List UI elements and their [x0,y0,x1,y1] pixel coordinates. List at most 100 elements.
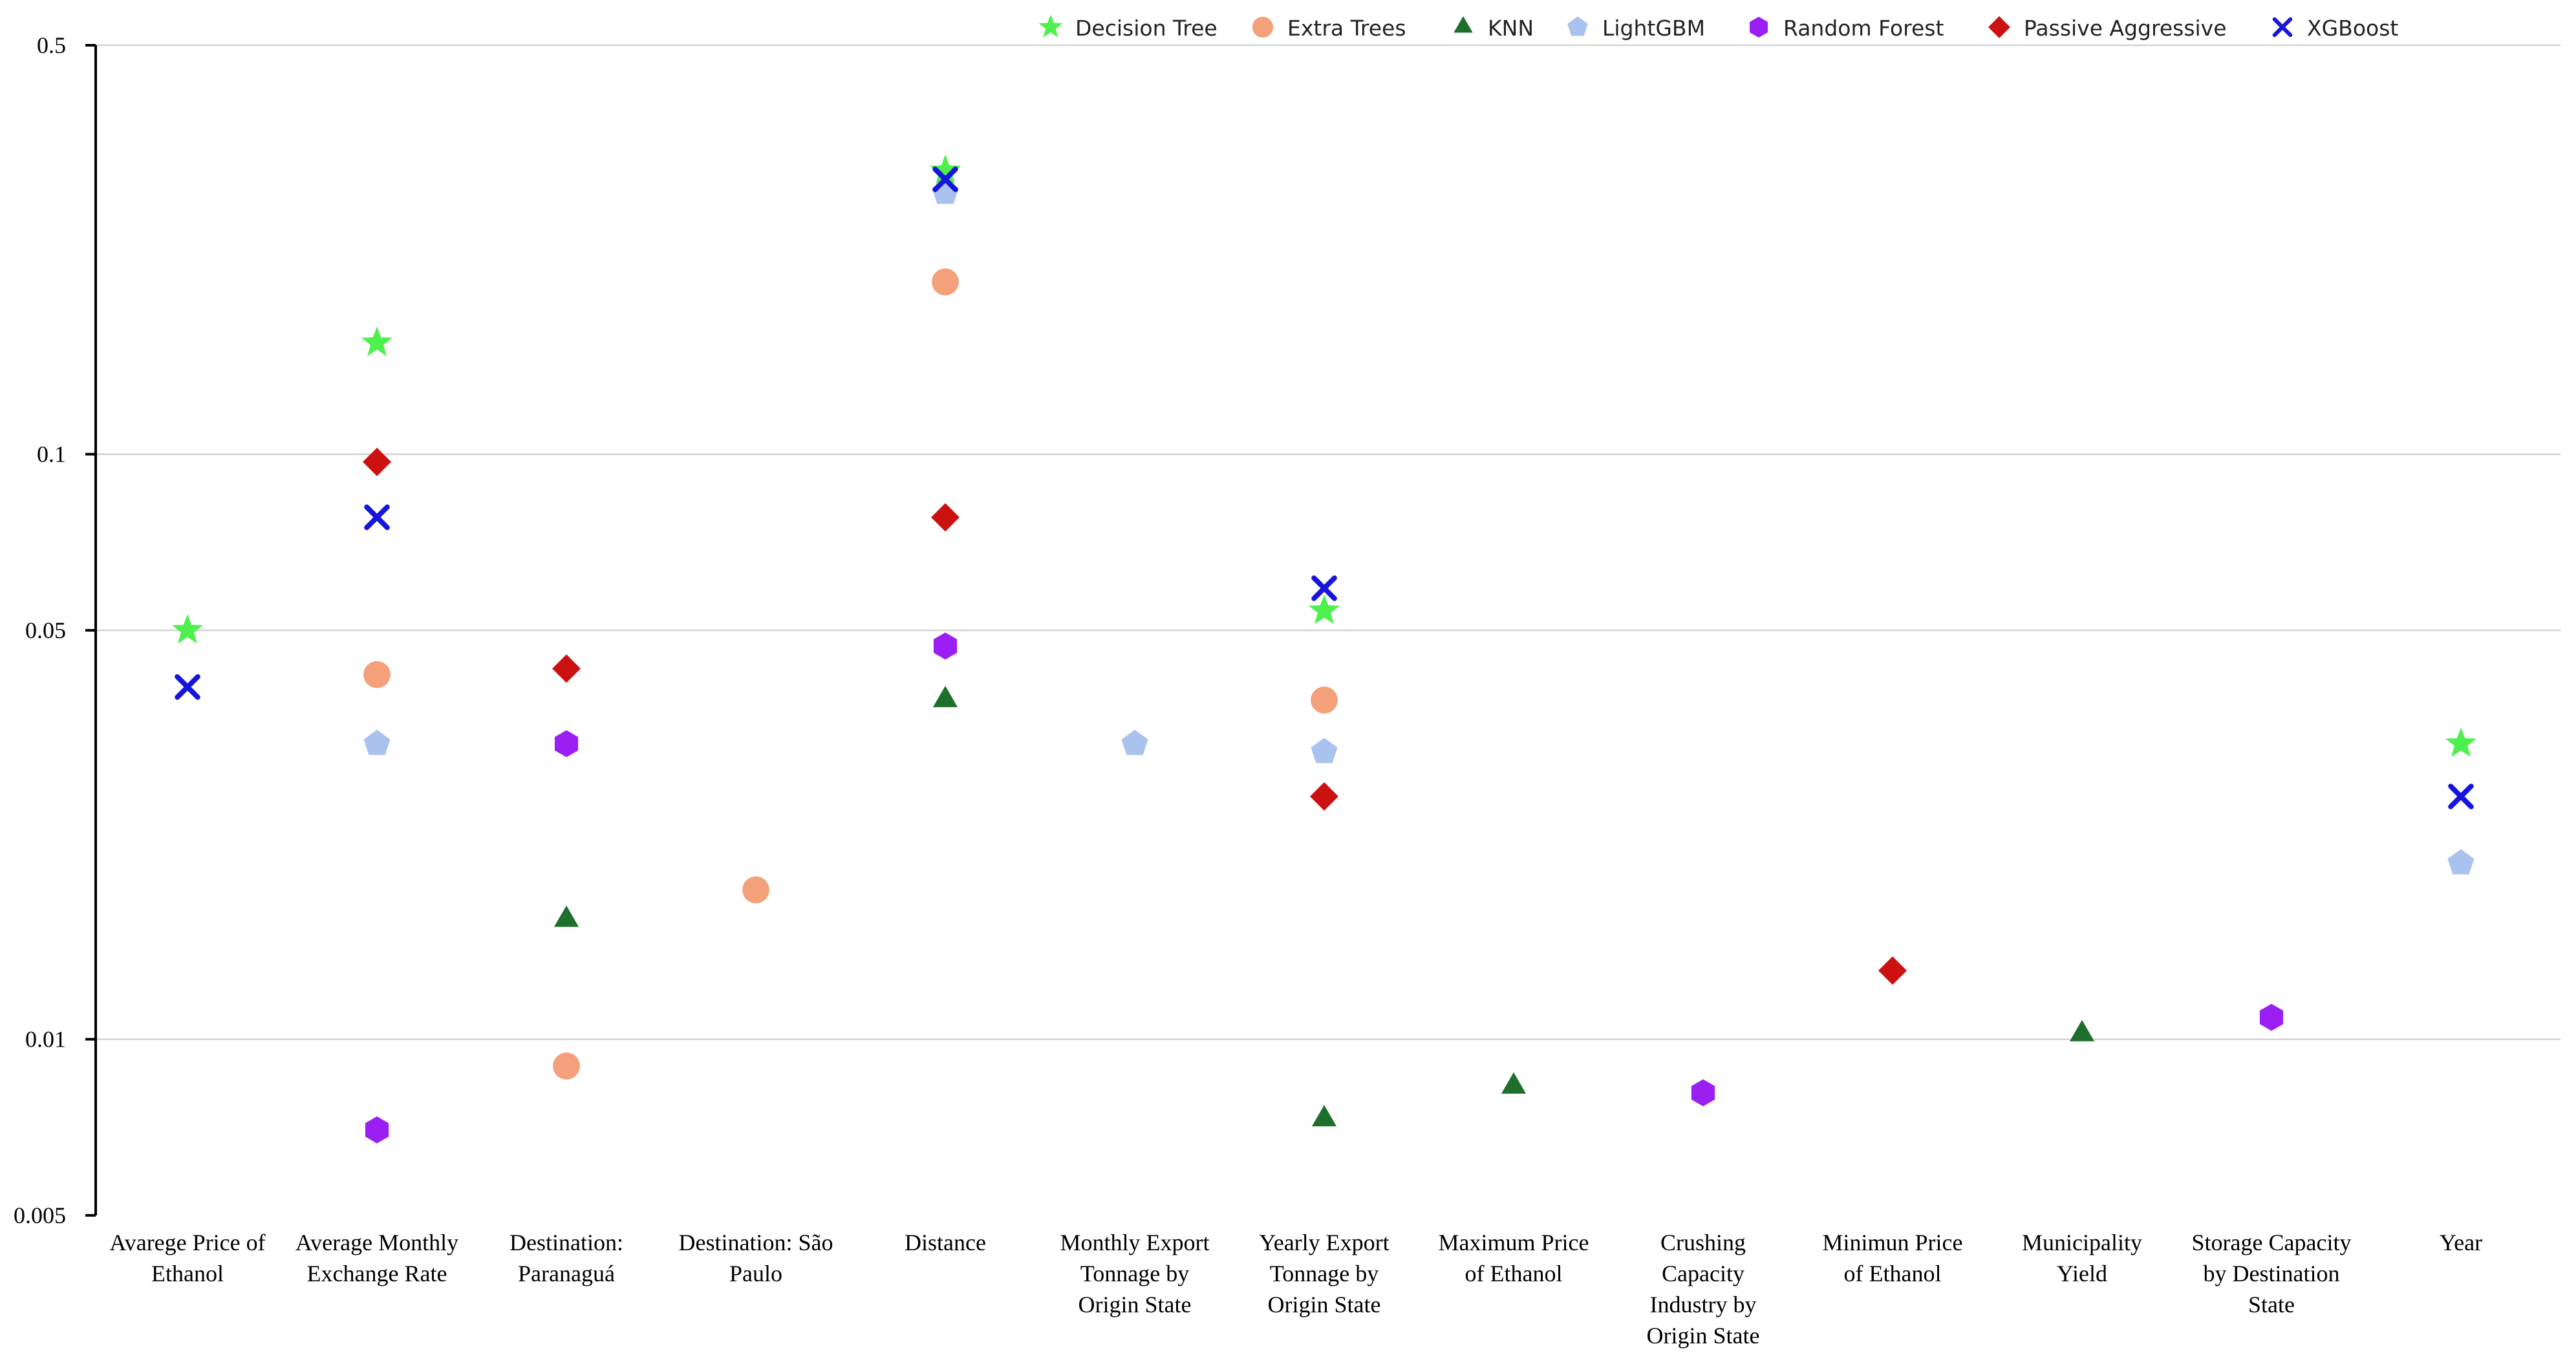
x-category-label-line: Exchange Rate [307,1261,447,1286]
x-category-label: Year [2440,1230,2482,1255]
x-category-label-line: Industry by [1650,1292,1757,1318]
point-lightgbm [2447,849,2474,875]
point-decision-tree [1308,594,1340,624]
legend-marker-passive-aggressive [1988,16,2010,38]
point-knn [1501,1072,1527,1094]
point-knn [932,685,958,707]
x-category-label: Distance [905,1230,986,1255]
point-extra-trees [1311,687,1338,714]
legend-marker-decision-tree [1038,14,1063,37]
y-tick-label: 0.5 [37,32,66,58]
x-category-label: Destination: Paranaguá [510,1230,623,1286]
point-decision-tree [929,154,961,184]
point-decision-tree [171,613,204,644]
legend-item-extra-trees: Extra Trees [1252,16,1406,41]
point-random-forest [2259,1003,2284,1031]
point-passive-aggressive [1878,956,1907,985]
y-axis: 0.005 0.01 0.05 0.1 0.5 [14,32,97,1228]
x-category-label-line: of Ethanol [1844,1261,1942,1286]
point-xgboost [175,674,200,700]
x-axis-category-labels: Avarege Price of Ethanol Average Monthly Ex… [109,1230,2482,1349]
point-xgboost [2448,784,2474,809]
data-points [171,154,2477,1144]
legend-label-random-forest: Random Forest [1783,16,1944,41]
legend-item-passive-aggressive: Passive Aggressive [1988,16,2227,41]
x-category-label: Storage Capacity by Destination State [2192,1230,2352,1318]
x-category-label-line: State [2248,1292,2295,1318]
x-category-label-line: Capacity [1662,1261,1744,1286]
legend-label-lightgbm: LightGBM [1602,16,1705,41]
x-category-label: Average Monthly Exchange Rate [295,1230,458,1286]
x-category-label-line: Crushing [1660,1230,1746,1255]
x-category-label: Minimun Price of Ethanol [1823,1230,1963,1286]
legend-label-knn: KNN [1488,16,1534,41]
legend-marker-extra-trees [1252,16,1274,38]
y-tick-label: 0.1 [37,442,66,467]
legend: Decision Tree Extra Trees KNN LightGBM Rando… [1038,14,2398,41]
x-category-label-line: Yield [2057,1261,2107,1286]
x-category-label-line: Tonnage by [1270,1261,1379,1286]
x-category-label: Monthly Export Tonnage by Origin State [1060,1230,1210,1318]
x-category-label: Maximum Price of Ethanol [1439,1230,1589,1286]
legend-marker-random-forest [1750,16,1768,38]
legend-marker-knn [1454,16,1473,33]
x-category-label-line: Avarege Price of [109,1230,265,1255]
legend-item-decision-tree: Decision Tree [1038,14,1218,41]
x-category-label: Destination: São Paulo [679,1230,833,1286]
point-passive-aggressive [931,503,960,532]
point-extra-trees [742,876,769,904]
point-passive-aggressive [552,654,581,683]
point-random-forest [933,632,958,660]
x-category-label-line: Municipality [2022,1230,2142,1255]
point-xgboost [364,504,390,531]
point-random-forest [365,1116,389,1144]
point-lightgbm [1121,729,1148,755]
point-random-forest [1691,1079,1715,1107]
point-passive-aggressive [363,447,391,476]
point-xgboost [1311,575,1337,601]
legend-marker-lightgbm [1567,16,1588,36]
x-category-label-line: Paranaguá [518,1261,615,1286]
point-xgboost [932,166,958,193]
legend-item-knn: KNN [1454,16,1534,41]
point-knn [1311,1105,1337,1127]
x-category-label-line: Origin State [1647,1323,1760,1349]
x-category-label: Crushing Capacity Industry by Origin State [1647,1230,1760,1349]
point-knn [553,905,579,927]
x-category-label: Avarege Price of Ethanol [109,1230,265,1286]
x-category-label-line: Year [2440,1230,2482,1255]
x-category-label-line: of Ethanol [1465,1261,1563,1286]
legend-label-xgboost: XGBoost [2307,16,2398,41]
point-extra-trees [932,268,959,295]
y-tick-label: 0.01 [25,1027,66,1052]
x-category-label-line: Tonnage by [1080,1261,1189,1286]
x-category-label-line: Destination: [510,1230,623,1255]
x-category-label-line: Origin State [1268,1292,1381,1318]
x-category-label-line: Monthly Export [1060,1230,1210,1255]
x-category-label-line: by Destination [2204,1261,2340,1286]
x-category-label-line: Origin State [1079,1292,1192,1318]
point-lightgbm [363,729,391,755]
x-category-label-line: Ethanol [151,1261,224,1286]
x-category-label-line: Storage Capacity [2192,1230,2352,1255]
point-passive-aggressive [1310,782,1338,811]
y-tick-label: 0.05 [25,617,66,643]
point-knn [2069,1019,2095,1041]
x-category-label-line: Yearly Export [1259,1230,1389,1255]
point-decision-tree [361,326,393,356]
legend-item-xgboost: XGBoost [2272,16,2398,41]
x-category-label-line: Minimun Price [1823,1230,1963,1255]
legend-label-extra-trees: Extra Trees [1287,16,1406,41]
x-category-label-line: Destination: São [679,1230,833,1255]
point-decision-tree [2445,727,2477,757]
y-tick-label: 0.005 [14,1202,66,1228]
x-category-label: Yearly Export Tonnage by Origin State [1259,1230,1389,1318]
legend-item-lightgbm: LightGBM [1567,16,1705,41]
point-extra-trees [363,661,391,688]
x-category-label-line: Paulo [729,1261,782,1286]
x-category-label: Municipality Yield [2022,1230,2142,1286]
point-random-forest [554,730,579,758]
point-lightgbm [1311,738,1338,763]
x-category-label-line: Maximum Price [1439,1230,1589,1255]
